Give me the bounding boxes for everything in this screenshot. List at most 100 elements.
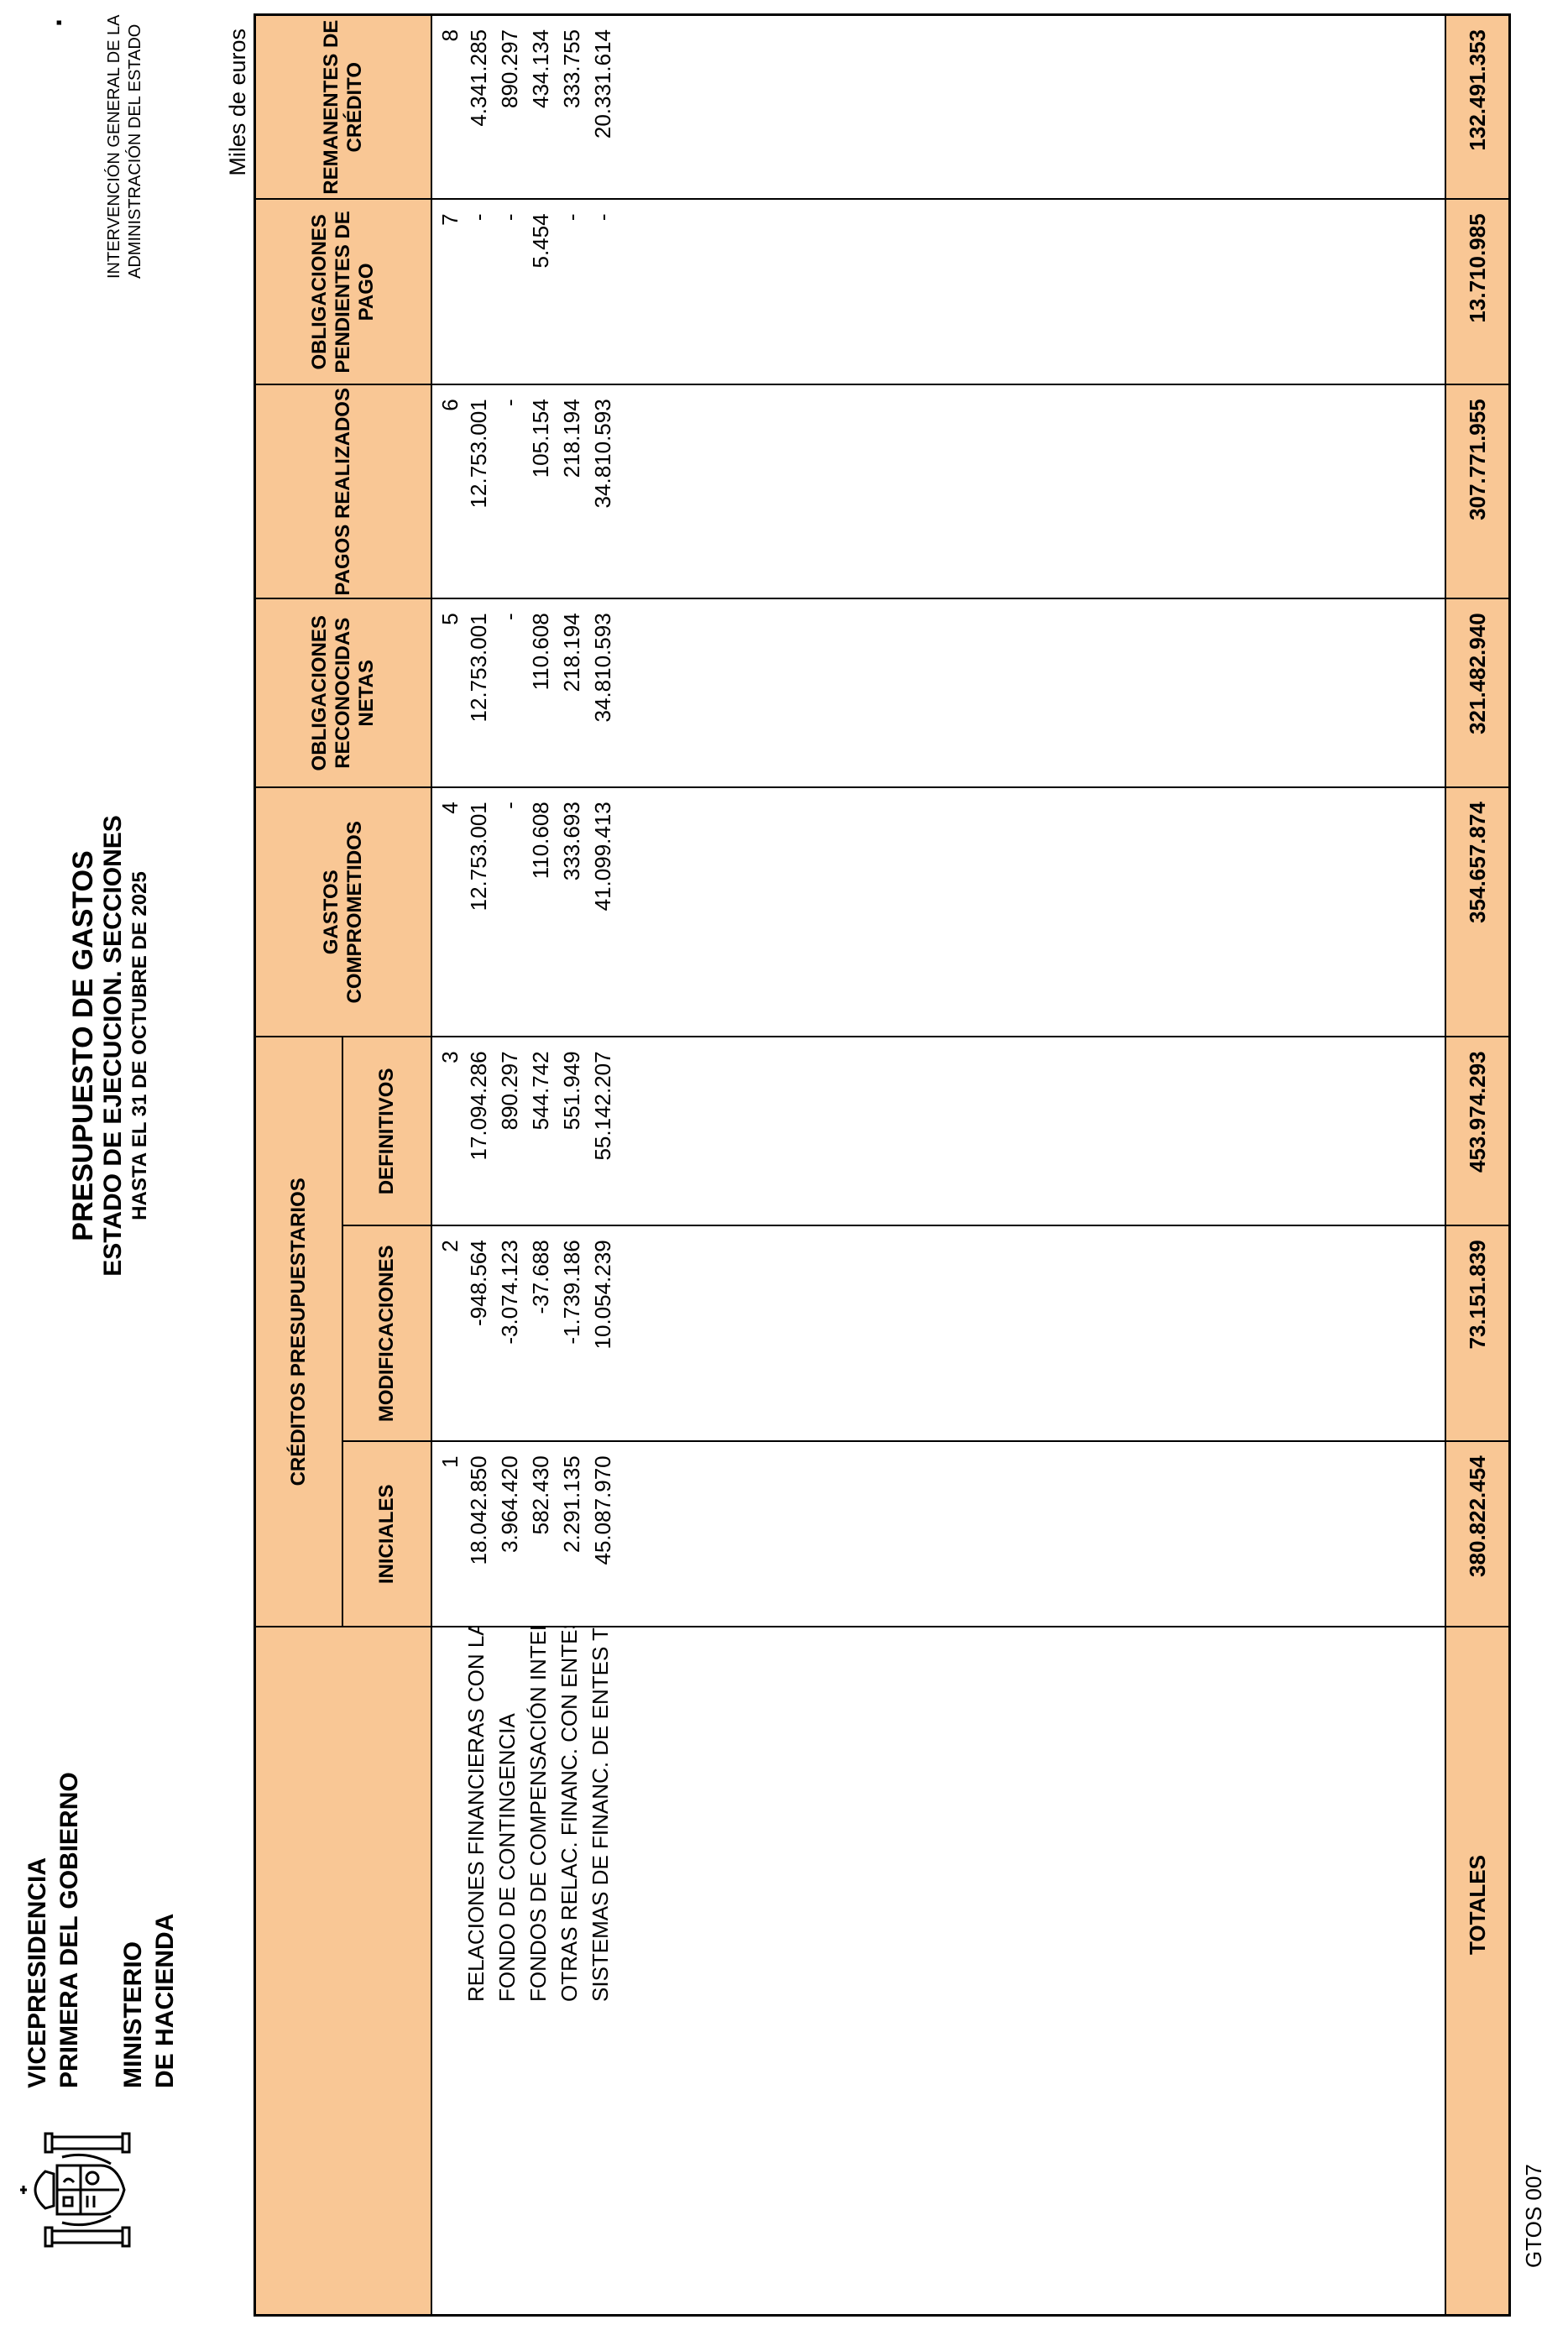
vicepresidencia-line2: PRIMERA DEL GOBIERNO bbox=[55, 1772, 83, 2088]
row-label: SISTEMAS DE FINANC. DE ENTES TERRIT. bbox=[588, 1627, 614, 2002]
cell-value: 110.608 bbox=[528, 613, 554, 691]
total-remanentes: 132.491.353 bbox=[1445, 14, 1510, 200]
ministerio-line1: MINISTERIO bbox=[119, 1941, 147, 2088]
row-label: RELACIONES FINANCIERAS CON LA U. E. bbox=[463, 1627, 489, 2002]
title-line1: PRESUPUESTO DE GASTOS bbox=[67, 850, 99, 1241]
cell-value: 218.194 bbox=[559, 613, 585, 692]
column-number: 2 bbox=[437, 1240, 463, 1252]
total-iniciales: 380.822.454 bbox=[1445, 1441, 1510, 1627]
cell-value: - bbox=[497, 213, 523, 222]
cell-value: - bbox=[466, 213, 492, 222]
header-obligaciones-reconocidas: OBLIGACIONES RECONOCIDAS NETAS bbox=[254, 598, 432, 788]
budget-execution-table: CRÉDITOS PRESUPUESTARIOS GASTOS COMPROME… bbox=[253, 13, 1511, 2317]
vicepresidencia-line1: VICEPRESIDENCIA bbox=[24, 1857, 51, 2088]
header-definitivos: DEFINITIVOS bbox=[342, 1037, 432, 1226]
cell-value: 41.099.413 bbox=[590, 802, 616, 912]
spain-coat-of-arms-icon bbox=[20, 2132, 145, 2248]
column-definitivos-values: 3 17.094.286 890.297 544.742 551.949 55.… bbox=[431, 1037, 1446, 1226]
total-pagos-realizados: 307.771.955 bbox=[1445, 384, 1510, 599]
title-line2: ESTADO DE EJECUCION. SECCIONES bbox=[99, 815, 127, 1277]
header-iniciales: INICIALES bbox=[342, 1441, 432, 1627]
cell-value: 333.693 bbox=[559, 802, 585, 881]
row-label: OTRAS RELAC. FINANC. CON ENTES TERRIT. bbox=[557, 1627, 583, 2002]
cell-value: 12.753.001 bbox=[466, 399, 492, 509]
cell-value: 544.742 bbox=[528, 1051, 554, 1131]
column-number: 3 bbox=[437, 1051, 463, 1063]
cell-value: 582.430 bbox=[528, 1455, 554, 1535]
header-modificaciones: MODIFICACIONES bbox=[342, 1225, 432, 1442]
cell-value: 12.753.001 bbox=[466, 802, 492, 912]
cell-value: 434.134 bbox=[528, 29, 554, 108]
cell-value: 45.087.970 bbox=[590, 1455, 616, 1565]
column-number: 6 bbox=[437, 399, 463, 411]
agency-line1: INTERVENCIÓN GENERAL DE LA bbox=[105, 14, 123, 279]
total-modificaciones: 73.151.839 bbox=[1445, 1225, 1510, 1442]
ministerio-line2: DE HACIENDA bbox=[151, 1913, 179, 2088]
total-gastos-comprometidos: 354.657.874 bbox=[1445, 787, 1510, 1037]
cell-value: 20.331.614 bbox=[590, 29, 616, 139]
column-remanentes-values: 8 4.341.285 890.297 434.134 333.755 20.3… bbox=[431, 14, 1446, 200]
totals-label: TOTALES bbox=[1445, 1627, 1510, 2316]
cell-value: 110.608 bbox=[528, 802, 554, 880]
column-number: 5 bbox=[437, 613, 463, 625]
cell-value: 18.042.850 bbox=[466, 1455, 492, 1565]
column-modificaciones-values: 2 -948.564 -3.074.123 -37.688 -1.739.186… bbox=[431, 1225, 1446, 1442]
ministry-block-vicepresidencia: VICEPRESIDENCIA PRIMERA DEL GOBIERNO bbox=[22, 1772, 86, 2088]
cell-value: 12.753.001 bbox=[466, 613, 492, 723]
column-obligaciones-reconocidas-values: 5 12.753.001 - 110.608 218.194 34.810.59… bbox=[431, 598, 1446, 788]
cell-value: -3.074.123 bbox=[497, 1240, 523, 1345]
header-gastos-comprometidos: GASTOS COMPROMETIDOS bbox=[254, 787, 432, 1037]
cell-value: 218.194 bbox=[559, 399, 585, 478]
cell-value: 890.297 bbox=[497, 1051, 523, 1131]
total-obligaciones-pendientes: 13.710.985 bbox=[1445, 199, 1510, 385]
document-title-block: PRESUPUESTO DE GASTOS ESTADO DE EJECUCIO… bbox=[67, 685, 153, 1407]
row-label: FONDOS DE COMPENSACIÓN INTERTERRIT. bbox=[525, 1627, 551, 2002]
stray-dot: . bbox=[34, 18, 68, 27]
cell-value: - bbox=[497, 399, 523, 406]
cell-value: 333.755 bbox=[559, 29, 585, 108]
cell-value: 17.094.286 bbox=[466, 1051, 492, 1161]
column-number: 8 bbox=[437, 29, 463, 42]
cell-value: - bbox=[590, 213, 616, 222]
column-number: 4 bbox=[437, 802, 463, 814]
title-line3: HASTA EL 31 DE OCTUBRE DE 2025 bbox=[128, 871, 151, 1220]
column-iniciales-values: 1 18.042.850 3.964.420 582.430 2.291.135… bbox=[431, 1441, 1446, 1627]
cell-value: 3.964.420 bbox=[497, 1455, 523, 1554]
cell-value: 34.810.593 bbox=[590, 613, 616, 723]
column-number: 7 bbox=[437, 213, 463, 226]
column-obligaciones-pendientes-values: 7 - - 5.454 - - bbox=[431, 199, 1446, 385]
cell-value: 5.454 bbox=[528, 213, 554, 269]
agency-line2: ADMINISTRACIÓN DEL ESTADO bbox=[126, 24, 144, 279]
cell-value: 55.142.207 bbox=[590, 1051, 616, 1161]
cell-value: - bbox=[497, 802, 523, 809]
total-obligaciones-reconocidas: 321.482.940 bbox=[1445, 598, 1510, 788]
row-labels-cell: RELACIONES FINANCIERAS CON LA U. E. FOND… bbox=[431, 1627, 1446, 2316]
cell-value: 2.291.135 bbox=[559, 1455, 585, 1554]
cell-value: 34.810.593 bbox=[590, 399, 616, 509]
cell-value: 10.054.239 bbox=[590, 1240, 616, 1350]
header-remanentes-credito: REMANENTES DE CRÉDITO bbox=[254, 14, 432, 200]
cell-value: - bbox=[559, 213, 585, 222]
column-number: 1 bbox=[437, 1455, 463, 1468]
cell-value: 4.341.285 bbox=[466, 29, 492, 127]
cell-value: - bbox=[497, 613, 523, 620]
cell-value: -1.739.186 bbox=[559, 1240, 585, 1345]
ministry-block-hacienda: MINISTERIO DE HACIENDA bbox=[118, 1914, 181, 2088]
cell-value: 105.154 bbox=[528, 399, 554, 478]
cell-value: 551.949 bbox=[559, 1051, 585, 1131]
header-pagos-realizados: PAGOS REALIZADOS bbox=[254, 384, 432, 599]
header-creditos-presupuestarios: CRÉDITOS PRESUPUESTARIOS bbox=[254, 1037, 342, 1627]
units-note: Miles de euros bbox=[225, 29, 250, 176]
column-pagos-realizados-values: 6 12.753.001 - 105.154 218.194 34.810.59… bbox=[431, 384, 1446, 599]
cell-value: -37.688 bbox=[528, 1240, 554, 1314]
column-gastos-comprometidos-values: 4 12.753.001 - 110.608 333.693 41.099.41… bbox=[431, 787, 1446, 1037]
header-row-label-empty bbox=[254, 1627, 432, 2316]
agency-block: INTERVENCIÓN GENERAL DE LA ADMINISTRACIÓ… bbox=[104, 14, 146, 279]
header-obligaciones-pendientes: OBLIGACIONES PENDIENTES DE PAGO bbox=[254, 199, 432, 385]
cell-value: -948.564 bbox=[466, 1240, 492, 1326]
form-code: GTOS 007 bbox=[1521, 2164, 1546, 2268]
totals-row: TOTALES 380.822.454 73.151.839 453.974.2… bbox=[1445, 14, 1510, 2316]
row-label: FONDO DE CONTINGENCIA bbox=[494, 1713, 520, 2002]
